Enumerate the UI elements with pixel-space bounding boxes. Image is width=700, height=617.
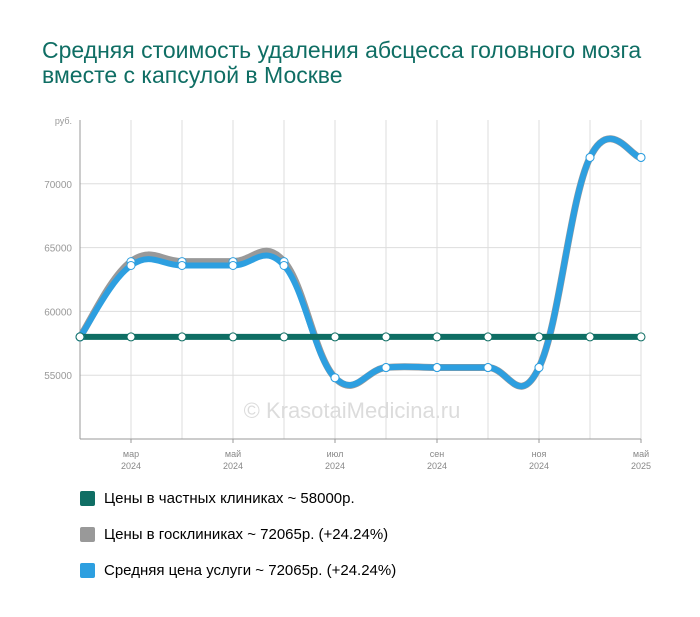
legend-swatch xyxy=(80,562,95,578)
legend-item-public[interactable]: Цены в госклиниках ~ 72065р. (+24.24%) xyxy=(80,524,396,544)
grid-lines xyxy=(79,120,642,440)
data-point[interactable] xyxy=(75,332,85,342)
data-point[interactable] xyxy=(432,332,442,342)
data-point[interactable] xyxy=(126,260,136,270)
data-point[interactable] xyxy=(330,332,340,342)
x-tick-month: май xyxy=(225,449,241,459)
data-point[interactable] xyxy=(177,260,187,270)
x-tick-month: ноя xyxy=(532,449,547,459)
y-tick-label: 65000 xyxy=(44,244,72,255)
data-point[interactable] xyxy=(228,260,238,270)
data-point[interactable] xyxy=(432,363,442,373)
series-points xyxy=(75,152,646,383)
x-tick-year: 2025 xyxy=(631,461,651,471)
y-tick-label: 55000 xyxy=(44,371,72,382)
legend-label: Средняя цена услуги ~ 72065р. (+24.24%) xyxy=(104,561,397,579)
legend-item-private[interactable]: Цены в частных клиниках ~ 58000р. xyxy=(80,488,396,508)
x-tick-labels: мар 2024 май 2024 июл 2024 сен 2024 ноя 2024 май 20… xyxy=(121,439,651,471)
y-tick-label: 70000 xyxy=(44,180,72,191)
data-point[interactable] xyxy=(585,332,595,342)
data-point[interactable] xyxy=(228,332,238,342)
x-tick-year: 2024 xyxy=(325,461,345,471)
x-tick-year: 2024 xyxy=(223,461,243,471)
x-tick-month: июл xyxy=(327,449,344,459)
x-tick-month: сен xyxy=(430,449,445,459)
legend-swatch xyxy=(80,490,95,506)
legend-label: Цены в госклиниках ~ 72065р. (+24.24%) xyxy=(104,525,389,543)
legend-swatch xyxy=(80,526,95,542)
data-point[interactable] xyxy=(126,332,136,342)
x-tick-year: 2024 xyxy=(529,461,549,471)
data-point[interactable] xyxy=(636,332,646,342)
chart-title: Средняя стоимость удаления абсцесса голо… xyxy=(42,37,642,88)
legend: Цены в частных клиниках ~ 58000р. Цены в… xyxy=(80,488,396,596)
series-line-2 xyxy=(77,135,644,390)
y-tick-label: 60000 xyxy=(44,307,72,318)
data-point[interactable] xyxy=(177,332,187,342)
data-point[interactable] xyxy=(381,332,391,342)
x-tick-month: май xyxy=(633,449,649,459)
data-point[interactable] xyxy=(585,152,595,162)
data-point[interactable] xyxy=(279,332,289,342)
data-point[interactable] xyxy=(483,332,493,342)
legend-item-average[interactable]: Средняя цена услуги ~ 72065р. (+24.24%) xyxy=(80,560,396,580)
y-tick-labels: 55000 60000 65000 70000 xyxy=(44,180,72,382)
data-point[interactable] xyxy=(534,363,544,373)
watermark: © KrasotaiMedicina.ru xyxy=(244,398,461,423)
data-point[interactable] xyxy=(483,363,493,373)
series-lines xyxy=(76,135,645,390)
y-unit-label: руб. xyxy=(55,116,72,126)
legend-label: Цены в частных клиниках ~ 58000р. xyxy=(104,489,355,507)
data-point[interactable] xyxy=(330,373,340,383)
data-point[interactable] xyxy=(279,260,289,270)
data-point[interactable] xyxy=(381,363,391,373)
x-tick-year: 2024 xyxy=(427,461,447,471)
x-tick-month: мар xyxy=(123,449,139,459)
x-tick-year: 2024 xyxy=(121,461,141,471)
data-point[interactable] xyxy=(636,152,646,162)
data-point[interactable] xyxy=(534,332,544,342)
